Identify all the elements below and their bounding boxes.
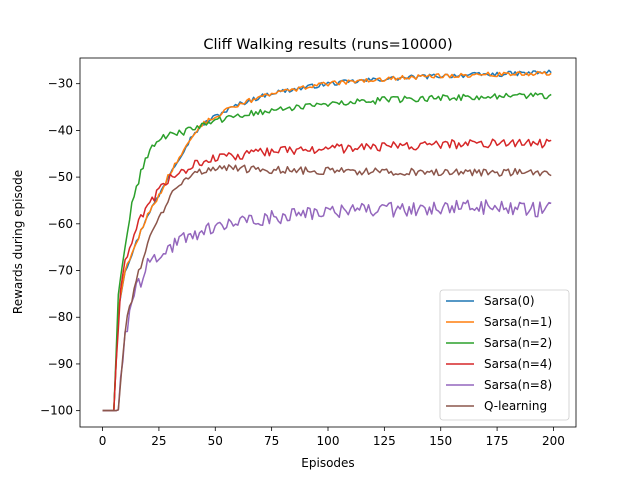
chart-title: Cliff Walking results (runs=10000) bbox=[203, 37, 452, 53]
x-axis-ticks: 0 25 50 75 100 125 150 175 200 bbox=[99, 427, 565, 448]
legend-label: Sarsa(n=2) bbox=[484, 336, 552, 350]
x-tick-label: 75 bbox=[264, 434, 279, 448]
y-tick-label: −50 bbox=[48, 170, 73, 184]
y-tick-label: −30 bbox=[48, 77, 73, 91]
legend-label: Sarsa(n=4) bbox=[484, 357, 552, 371]
x-tick-label: 125 bbox=[373, 434, 396, 448]
legend-label: Sarsa(n=1) bbox=[484, 315, 552, 329]
legend-label: Sarsa(0) bbox=[484, 294, 535, 308]
series-line bbox=[102, 199, 552, 412]
x-tick-label: 200 bbox=[542, 434, 565, 448]
x-tick-label: 175 bbox=[486, 434, 509, 448]
x-axis-label: Episodes bbox=[301, 456, 354, 470]
y-tick-label: −80 bbox=[48, 310, 73, 324]
y-axis-ticks: −100 −90 −80 −70 −60 −50 −40 −30 bbox=[40, 77, 80, 418]
x-tick-label: 150 bbox=[429, 434, 452, 448]
legend: Sarsa(0) Sarsa(n=1) Sarsa(n=2) Sarsa(n=4) Sa… bbox=[439, 289, 570, 421]
legend-label: Sarsa(n=8) bbox=[484, 378, 552, 392]
y-tick-label: −90 bbox=[48, 357, 73, 371]
legend-entries: Sarsa(0) Sarsa(n=1) Sarsa(n=2) Sarsa(n=4) Sa… bbox=[446, 294, 552, 413]
x-tick-label: 50 bbox=[208, 434, 223, 448]
x-tick-label: 100 bbox=[317, 434, 340, 448]
series-line bbox=[102, 138, 552, 412]
y-axis-label: Rewards during episode bbox=[11, 170, 25, 314]
y-tick-label: −40 bbox=[48, 123, 73, 137]
y-tick-label: −70 bbox=[48, 264, 73, 278]
y-tick-label: −60 bbox=[48, 217, 73, 231]
series-line bbox=[102, 164, 552, 412]
legend-label: Q-learning bbox=[484, 399, 547, 413]
series-line bbox=[102, 92, 552, 412]
series-line bbox=[102, 70, 552, 412]
series-lines bbox=[102, 69, 552, 412]
plot-frame bbox=[79, 57, 577, 428]
x-tick-label: 25 bbox=[151, 434, 166, 448]
x-tick-label: 0 bbox=[99, 434, 107, 448]
y-tick-label: −100 bbox=[40, 404, 73, 418]
